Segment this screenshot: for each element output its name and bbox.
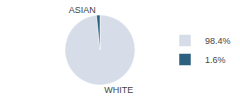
svg-text:ASIAN: ASIAN bbox=[69, 5, 96, 15]
svg-text:1.6%: 1.6% bbox=[205, 55, 226, 65]
svg-text:WHITE: WHITE bbox=[104, 85, 133, 95]
svg-text:98.4%: 98.4% bbox=[205, 36, 231, 46]
